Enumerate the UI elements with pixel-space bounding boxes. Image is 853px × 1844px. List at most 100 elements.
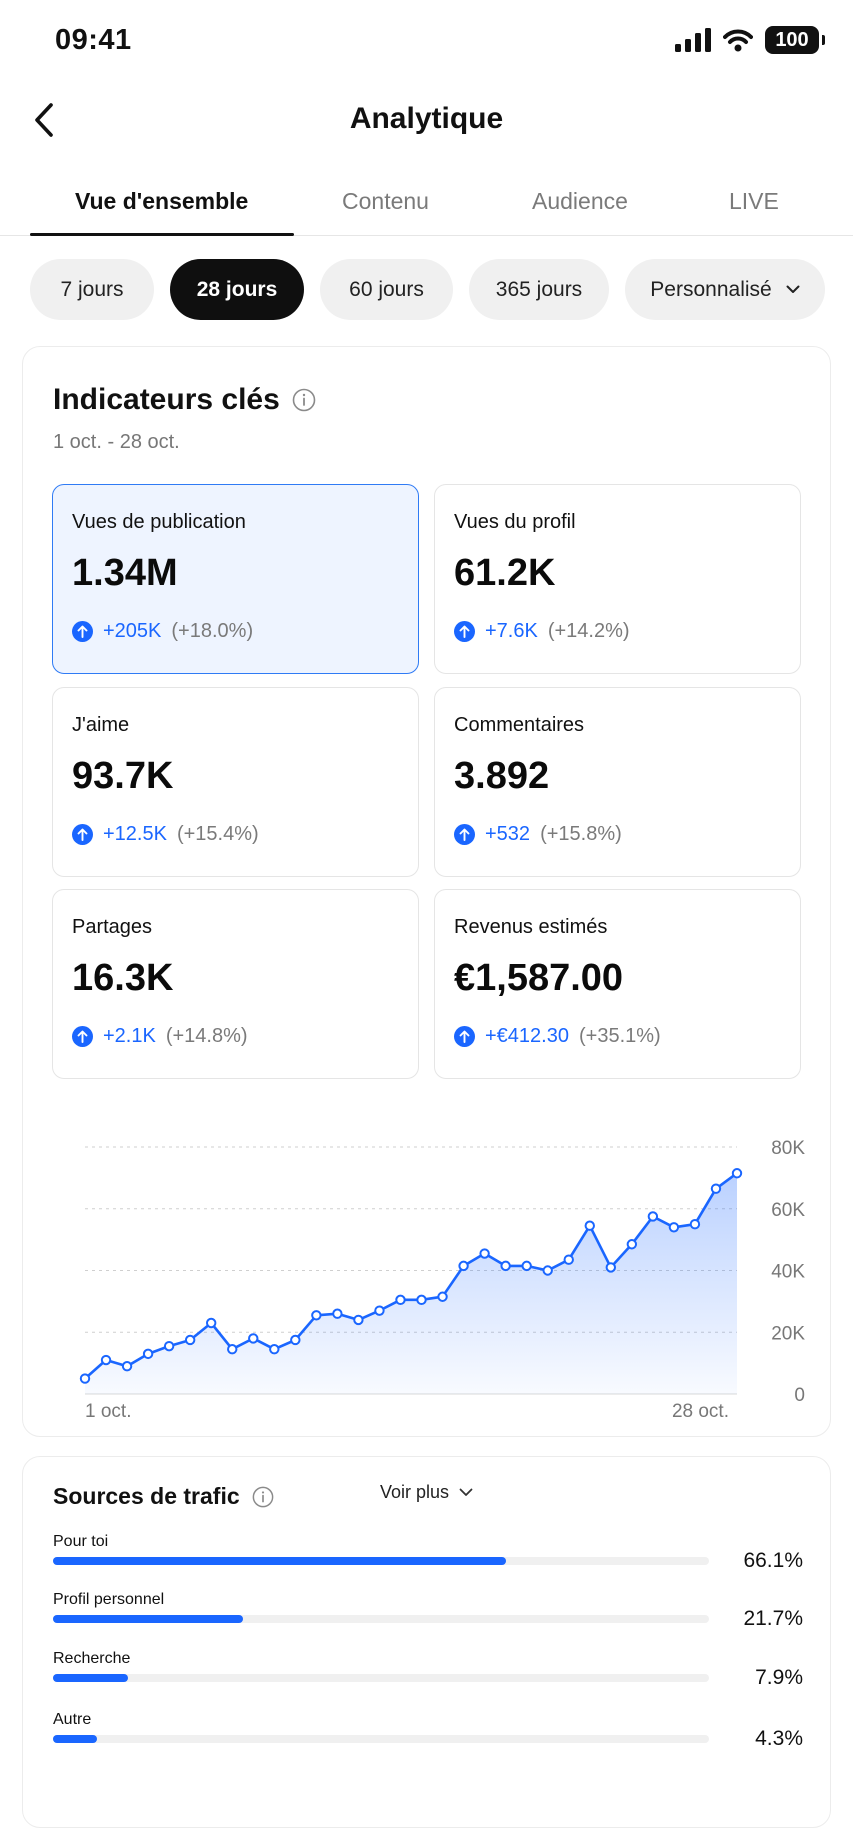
y-tick-label: 40K [771, 1262, 805, 1283]
chip-label: 7 jours [60, 277, 124, 301]
data-point [605, 1262, 617, 1273]
date-range: 1 oct. - 28 oct. [53, 431, 180, 453]
change-percent: (+18.0%) [171, 620, 254, 642]
source-label: Profil personnel [53, 1591, 165, 1608]
data-point [479, 1248, 490, 1259]
metric-value: €1,587.00 [454, 957, 624, 999]
active-tab-indicator [30, 233, 294, 236]
chevron-down-icon [459, 1488, 473, 1496]
data-point [584, 1220, 595, 1231]
data-point [205, 1317, 217, 1329]
traffic-source-search: Recherche 7.9% [53, 1650, 813, 1700]
y-tick-label: 80K [771, 1138, 805, 1159]
metric-change: +532 (+15.8%) [454, 823, 622, 846]
metric-post-views[interactable]: Vues de publication 1.34M +205K (+18.0%) [52, 484, 419, 674]
period-custom-dropdown[interactable]: Personnalisé [625, 259, 825, 320]
metric-change: +7.6K (+14.2%) [454, 620, 630, 643]
period-60-days[interactable]: 60 jours [320, 259, 453, 320]
arrow-up-icon [454, 621, 475, 642]
data-point [227, 1344, 238, 1355]
metric-change: +205K (+18.0%) [72, 620, 253, 643]
data-point [458, 1260, 469, 1272]
metric-label: Vues de publication [72, 511, 246, 533]
key-indicators-card: Indicateurs clés 1 oct. - 28 oct. Vues d… [22, 346, 831, 1437]
data-point [290, 1334, 301, 1346]
data-point [395, 1294, 406, 1306]
metric-likes[interactable]: J'aime 93.7K +12.5K (+15.4%) [52, 687, 419, 877]
data-point [542, 1265, 553, 1276]
info-icon[interactable] [252, 1486, 274, 1508]
traffic-source-personal-profile: Profil personnel 21.7% [53, 1591, 813, 1641]
source-bar-track [53, 1735, 709, 1743]
y-tick-label: 60K [771, 1200, 805, 1221]
source-bar-fill [53, 1557, 507, 1565]
source-bar-track [53, 1557, 709, 1565]
status-icons: 100 [675, 26, 825, 54]
wifi-icon [723, 29, 753, 52]
metric-value: 93.7K [72, 755, 174, 797]
data-point [710, 1183, 722, 1194]
change-absolute: +205K [103, 620, 162, 642]
data-point [668, 1222, 680, 1233]
source-label: Recherche [53, 1650, 131, 1667]
arrow-up-icon [72, 621, 93, 642]
change-absolute: +2.1K [103, 1025, 156, 1047]
metric-profile-views[interactable]: Vues du profil 61.2K +7.6K (+14.2%) [434, 484, 801, 674]
source-percent: 7.9% [755, 1666, 803, 1689]
data-point [184, 1334, 196, 1346]
tab-audience[interactable]: Audience [532, 188, 628, 214]
period-28-days[interactable]: 28 jours [170, 259, 304, 320]
metric-comments[interactable]: Commentaires 3.892 +532 (+15.8%) [434, 687, 801, 877]
data-point [269, 1344, 280, 1355]
x-tick-label-end: 28 oct. [672, 1401, 729, 1417]
page-title: Analytique [349, 102, 504, 135]
change-absolute: +532 [485, 823, 531, 845]
chip-label: 365 jours [495, 277, 583, 301]
chevron-left-icon [35, 103, 53, 137]
see-more-label: Voir plus [379, 1482, 450, 1502]
chip-label: 60 jours [349, 277, 424, 301]
arrow-up-icon [454, 824, 475, 845]
metric-label: Revenus estimés [454, 916, 608, 938]
data-point [500, 1260, 511, 1272]
metric-change: +2.1K (+14.8%) [72, 1025, 248, 1048]
metric-label: Partages [72, 916, 153, 938]
tab-content[interactable]: Contenu [342, 188, 429, 214]
change-absolute: +7.6K [485, 620, 538, 642]
tab-bar: Vue d'ensemble Contenu Audience LIVE [0, 160, 853, 236]
arrow-up-icon [72, 1026, 93, 1047]
arrow-up-icon [72, 824, 93, 845]
info-icon[interactable] [292, 388, 316, 412]
key-indicators-heading: Indicateurs clés [53, 383, 316, 417]
traffic-source-other: Autre 4.3% [53, 1711, 813, 1761]
x-tick-label-start: 1 oct. [85, 1401, 131, 1417]
metric-value: 61.2K [454, 552, 556, 594]
data-point [79, 1373, 91, 1384]
change-percent: (+14.8%) [165, 1025, 248, 1047]
data-point [248, 1333, 259, 1344]
chevron-down-icon [786, 285, 800, 294]
metric-label: Vues du profil [454, 511, 576, 533]
tab-live[interactable]: LIVE [729, 188, 779, 214]
metric-estimated-revenue[interactable]: Revenus estimés €1,587.00 +€412.30 (+35.… [434, 889, 801, 1079]
period-7-days[interactable]: 7 jours [30, 259, 154, 320]
period-365-days[interactable]: 365 jours [469, 259, 609, 320]
data-point [647, 1211, 659, 1222]
see-more-button[interactable]: Voir plus [0, 1482, 853, 1503]
data-point [731, 1168, 743, 1179]
y-tick-label: 20K [771, 1323, 805, 1344]
y-tick-label: 0 [794, 1385, 805, 1406]
tab-overview[interactable]: Vue d'ensemble [75, 188, 249, 214]
post-views-trend-chart: 0 20K 40K 60K 80K 1 oct. 28 oct. [79, 1138, 805, 1417]
data-point [563, 1254, 574, 1265]
source-bar-fill [53, 1674, 129, 1682]
source-label: Pour toi [53, 1533, 109, 1550]
arrow-up-icon [454, 1026, 475, 1047]
back-button[interactable] [22, 98, 66, 142]
status-time: 09:41 [55, 24, 132, 56]
source-bar-fill [53, 1615, 243, 1623]
source-percent: 21.7% [743, 1607, 803, 1630]
data-point [142, 1348, 154, 1360]
metric-shares[interactable]: Partages 16.3K +2.1K (+14.8%) [52, 889, 419, 1079]
header: Analytique [0, 80, 853, 158]
